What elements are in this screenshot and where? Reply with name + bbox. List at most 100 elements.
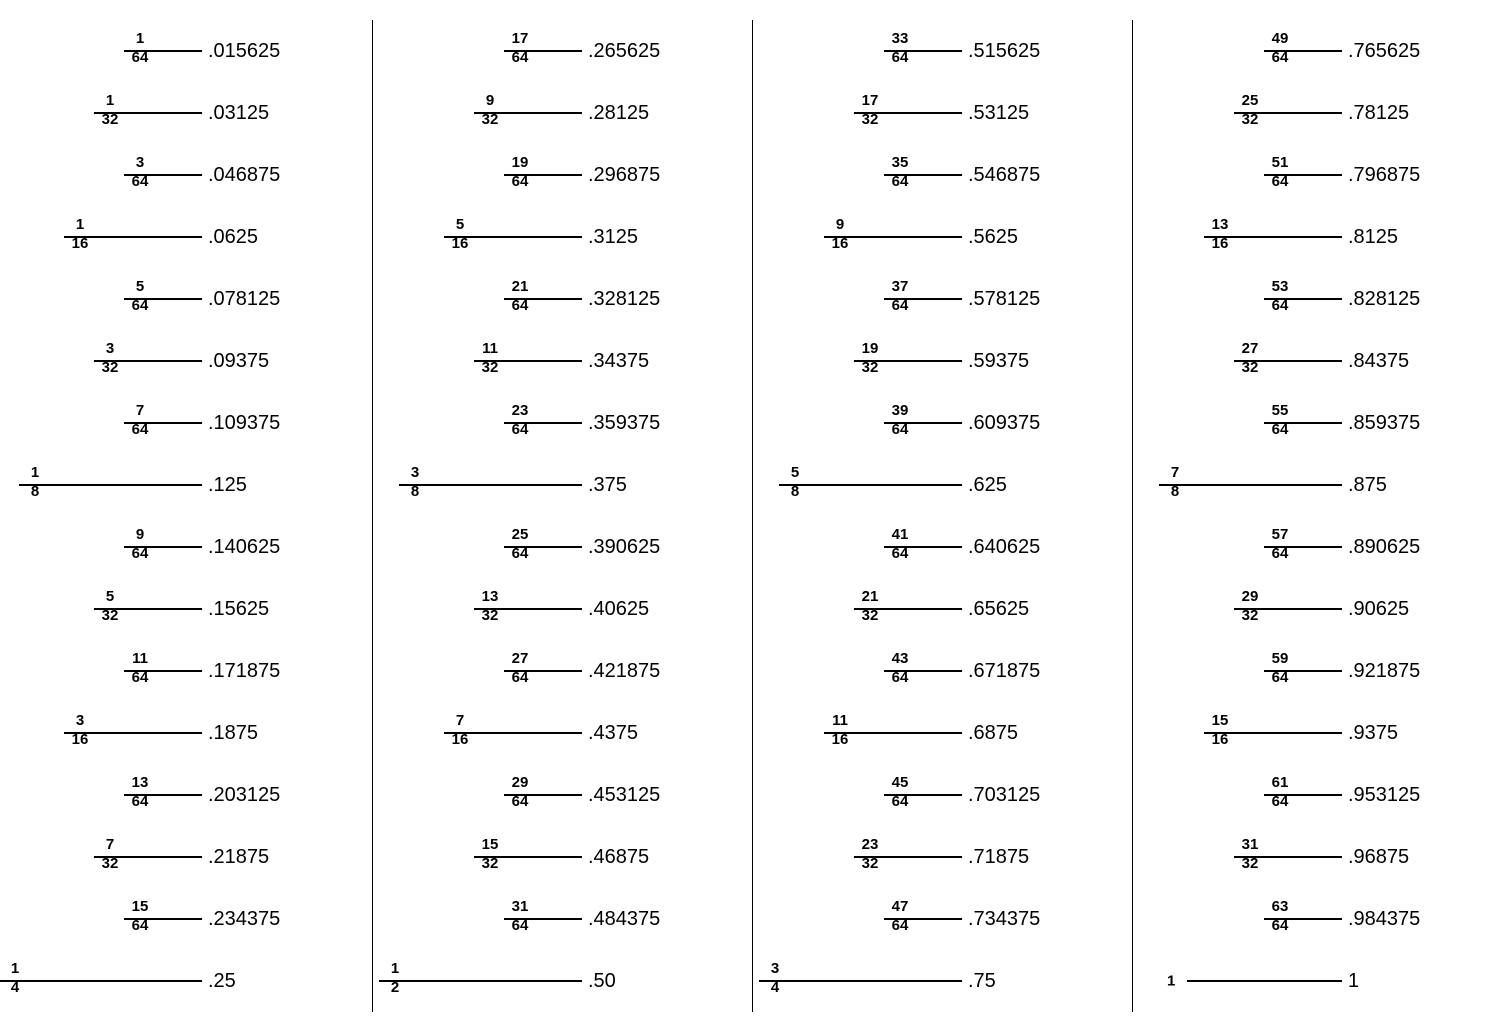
fraction: 5564 <box>1268 403 1292 437</box>
fraction-numerator: 3 <box>763 961 787 978</box>
fraction-row: 3364.515625 <box>772 20 1112 82</box>
fraction-numerator: 59 <box>1268 651 1292 668</box>
fraction-row: 2332.71875 <box>772 826 1112 888</box>
fraction-box: 1 <box>1152 961 1342 1001</box>
decimal-value: .3125 <box>582 226 638 249</box>
fraction: 3132 <box>1238 837 1262 871</box>
fraction: 2764 <box>508 651 532 685</box>
fraction: 2932 <box>1238 589 1262 623</box>
fraction-box: 1316 <box>1152 217 1342 257</box>
fraction-row: 2532 .78125 <box>1152 82 1492 144</box>
fraction-row: 5364.828125 <box>1152 268 1492 330</box>
fraction-box: 6164 <box>1152 775 1342 815</box>
decimal-value: .0625 <box>202 226 258 249</box>
fraction-row: 3964.609375 <box>772 392 1112 454</box>
fraction-numerator: 5 <box>448 217 472 234</box>
fraction-numerator: 25 <box>508 527 532 544</box>
fraction-row: 516.3125 <box>392 206 732 268</box>
fraction: 1164 <box>128 651 152 685</box>
fraction: 1932 <box>858 341 882 375</box>
fraction: 3764 <box>888 279 912 313</box>
fraction-numerator: 9 <box>128 527 152 544</box>
fraction-box: 34 <box>772 961 962 1001</box>
decimal-value: .546875 <box>962 164 1040 187</box>
fraction-numerator: 29 <box>508 775 532 792</box>
fraction: 116 <box>68 217 92 251</box>
fraction-box: 1132 <box>392 341 582 381</box>
fraction-line <box>19 484 202 486</box>
fraction: 3564 <box>888 155 912 189</box>
fraction: 2164 <box>508 279 532 313</box>
decimal-value: .78125 <box>1342 102 1409 125</box>
decimal-value: .578125 <box>962 288 1040 311</box>
decimal-value: .109375 <box>202 412 280 435</box>
fraction: 38 <box>403 465 427 499</box>
decimal-value: .75 <box>962 970 996 993</box>
fraction-box: 732 <box>12 837 202 877</box>
fraction-line <box>759 980 962 982</box>
decimal-value: .421875 <box>582 660 660 683</box>
fraction-line <box>779 484 962 486</box>
fraction-column: 3364.5156251732.531253564.546875916.5625… <box>772 20 1112 1012</box>
decimal-value: .9375 <box>1342 722 1398 745</box>
fraction-line <box>504 50 582 52</box>
fraction-box: 2564 <box>392 527 582 567</box>
decimal-value: .40625 <box>582 598 649 621</box>
fraction-box: 1364 <box>12 775 202 815</box>
fraction-line <box>884 794 962 796</box>
fraction: 58 <box>783 465 807 499</box>
fraction-box: 5164 <box>1152 155 1342 195</box>
fraction-numerator: 21 <box>508 279 532 296</box>
fraction-row: 116 .0625 <box>12 206 352 268</box>
fraction-row: 1732.53125 <box>772 82 1112 144</box>
fraction: 3164 <box>508 899 532 933</box>
fraction-row: 6364.984375 <box>1152 888 1492 950</box>
fraction: 732 <box>98 837 122 871</box>
fraction: 1964 <box>508 155 532 189</box>
fraction: 12 <box>383 961 407 995</box>
fraction: 4164 <box>888 527 912 561</box>
fraction-box: 2764 <box>392 651 582 691</box>
fraction-box: 4964 <box>1152 31 1342 71</box>
fraction-row: 1332.40625 <box>392 578 732 640</box>
column-divider <box>1132 20 1133 1012</box>
fraction-box: 1932 <box>772 341 962 381</box>
fraction-numerator: 1 <box>128 31 152 48</box>
fraction-box: 532 <box>12 589 202 629</box>
fraction-line <box>504 918 582 920</box>
fraction-line <box>1264 298 1342 300</box>
fraction: 14 <box>3 961 27 995</box>
decimal-value: .625 <box>962 474 1007 497</box>
fraction-line <box>1159 484 1342 486</box>
fraction-numerator: 5 <box>783 465 807 482</box>
fraction-numerator: 9 <box>828 217 852 234</box>
decimal-value: .875 <box>1342 474 1387 497</box>
decimal-value: .359375 <box>582 412 660 435</box>
fraction-numerator: 3 <box>403 465 427 482</box>
fraction-numerator: 35 <box>888 155 912 172</box>
fraction: 932 <box>478 93 502 127</box>
fraction-numerator: 23 <box>508 403 532 420</box>
fraction-line <box>824 236 962 238</box>
fraction-row: 2932.90625 <box>1152 578 1492 640</box>
fraction: 2132 <box>858 589 882 623</box>
fraction: 5364 <box>1268 279 1292 313</box>
fraction-numerator: 15 <box>478 837 502 854</box>
fraction: 4964 <box>1268 31 1292 65</box>
fraction-numerator: 27 <box>1238 341 1262 358</box>
fraction-row: 3132.96875 <box>1152 826 1492 888</box>
fraction: 2532 <box>1238 93 1262 127</box>
fraction-box: 164 <box>12 31 202 71</box>
fraction-numerator: 13 <box>128 775 152 792</box>
decimal-value: .609375 <box>962 412 1040 435</box>
fraction-line <box>1264 670 1342 672</box>
fraction-row: 3564 .546875 <box>772 144 1112 206</box>
fraction: 2364 <box>508 403 532 437</box>
fraction-line <box>474 112 582 114</box>
fraction-numerator: 7 <box>128 403 152 420</box>
fraction-line <box>1234 856 1342 858</box>
decimal-value: .09375 <box>202 350 269 373</box>
fraction-row: 5164.796875 <box>1152 144 1492 206</box>
column-divider <box>372 20 373 1012</box>
decimal-value: .4375 <box>582 722 638 745</box>
